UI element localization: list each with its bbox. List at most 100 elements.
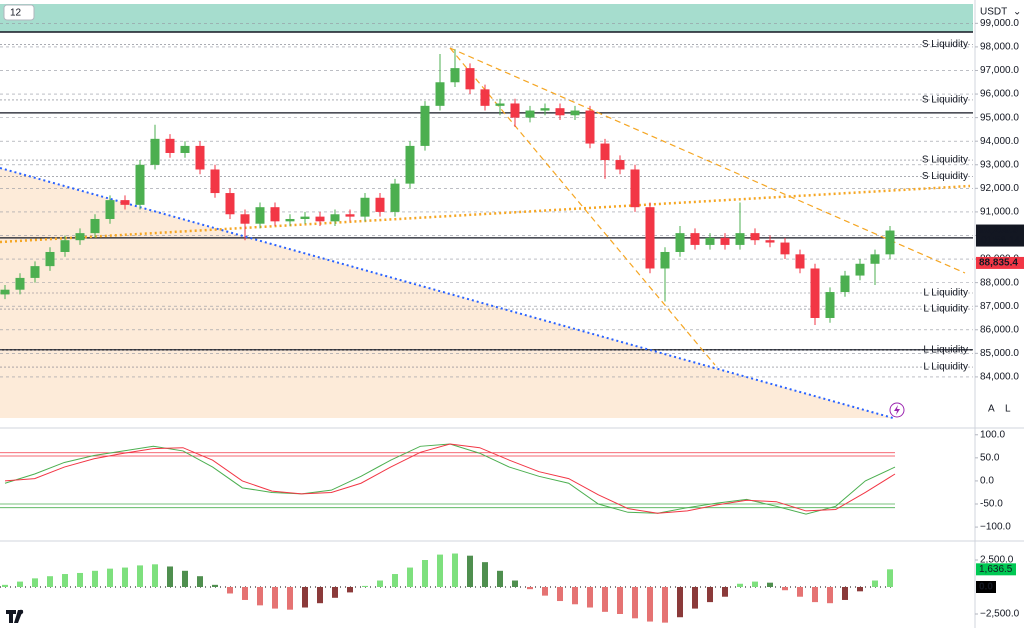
candle-body (540, 108, 550, 111)
histogram-bar (392, 574, 398, 587)
candle-body (390, 183, 400, 212)
histogram-bar (677, 586, 683, 618)
timeframe: 12 (10, 8, 22, 19)
candle-body (840, 275, 850, 293)
histogram-bar (362, 585, 368, 587)
countdown: 01:56:14 (981, 235, 1020, 246)
candle-body (450, 68, 460, 83)
trend-line (449, 47, 966, 274)
histogram-bar (707, 586, 713, 603)
candle-body (795, 254, 805, 269)
y-tick-label: 100.0 (980, 429, 1005, 440)
histogram-bar (62, 574, 68, 587)
candle-body (750, 233, 760, 241)
histogram-bar (152, 564, 158, 587)
zero-badge (976, 580, 996, 593)
candle-body (300, 216, 310, 219)
histogram-bar (617, 586, 623, 614)
liquidity-label: L Liquidity (923, 362, 968, 373)
marks (0, 49, 895, 326)
candle-body (870, 254, 880, 264)
candle-body (435, 82, 445, 106)
last-value-label: 1,636.5 (979, 564, 1013, 575)
histogram-bar (797, 586, 803, 597)
y-tick-label: 94,000.0 (980, 136, 1019, 147)
histogram-bar (242, 586, 248, 600)
log-button[interactable]: L (1005, 404, 1011, 415)
trend-line (449, 47, 716, 366)
histogram-bar (77, 572, 83, 587)
histogram-bar (542, 586, 548, 596)
price-label-box (976, 256, 1024, 269)
y-tick-label: 96,000.0 (980, 89, 1019, 100)
candle-body (645, 207, 655, 269)
candle-body (375, 197, 385, 212)
histogram-bar (32, 578, 38, 587)
histogram-bar (662, 586, 668, 623)
price-label-box (976, 224, 1024, 247)
candle-body (465, 68, 475, 90)
currency: USDT (980, 7, 1007, 18)
y-tick-label: −2,500.0 (980, 609, 1020, 620)
candle-body (405, 145, 415, 184)
candle-body (735, 233, 745, 245)
histogram-bar (182, 570, 188, 587)
histogram-bar (302, 586, 308, 608)
timeframe-badge[interactable] (3, 4, 35, 21)
histogram-bar (317, 586, 323, 604)
candle-body (240, 214, 250, 224)
candle-body (660, 251, 670, 269)
candle-body (0, 289, 10, 295)
histogram-bar (272, 586, 278, 609)
candle-body (150, 138, 160, 165)
levels (0, 23, 973, 378)
histogram-bar (842, 586, 848, 600)
y-tick-label: 99,000.0 (980, 18, 1019, 29)
y-tick-label: −100.0 (980, 522, 1011, 533)
candle-body (675, 233, 685, 252)
histogram-bar (122, 567, 128, 587)
histogram-bar (407, 567, 413, 587)
auto-button[interactable]: A (988, 404, 995, 415)
histogram-bar (887, 569, 893, 587)
candle-body (315, 216, 325, 222)
histogram-bar (632, 586, 638, 619)
candle-body (345, 214, 355, 217)
histogram-bar (197, 576, 203, 587)
liquidity-label: S Liquidity (922, 39, 968, 50)
histogram-bar (812, 586, 818, 603)
histogram-bar (227, 586, 233, 594)
histogram-bar (482, 562, 488, 587)
y-tick-label: 92,000.0 (980, 183, 1019, 194)
histogram-bar (257, 586, 263, 606)
histogram-bar (527, 586, 533, 590)
histogram-bar (572, 586, 578, 605)
candle-body (555, 108, 565, 116)
histogram-bar (347, 586, 353, 593)
histogram-bar (287, 586, 293, 610)
y-tick-label: 88,000.0 (980, 277, 1019, 288)
histogram-bar (212, 584, 218, 587)
y-tick-label: 93,000.0 (980, 159, 1019, 170)
logo (18, 609, 24, 615)
dropdown[interactable]: ⌄ (1013, 7, 1021, 18)
candle-body (885, 230, 895, 255)
y-tick-label: 95,000.0 (980, 112, 1019, 123)
candle-body (30, 266, 40, 278)
candle-body (570, 110, 580, 116)
trend-line (0, 184, 971, 244)
histogram-bar (92, 570, 98, 587)
liquidity-label: S Liquidity (922, 171, 968, 182)
candle-body (825, 292, 835, 318)
y-tick-label: 50.0 (980, 452, 1000, 463)
candle-body (270, 207, 280, 222)
price-label: 90,209.9 (979, 225, 1018, 236)
liquidity-label: L Liquidity (923, 304, 968, 315)
candle-body (705, 237, 715, 245)
histogram-bar (497, 570, 503, 587)
y-tick-label: 84,000.0 (980, 372, 1019, 383)
candle-body (210, 169, 220, 194)
y-tick-label: 91,000.0 (980, 207, 1019, 218)
y-tick-label: 0.0 (979, 582, 993, 593)
